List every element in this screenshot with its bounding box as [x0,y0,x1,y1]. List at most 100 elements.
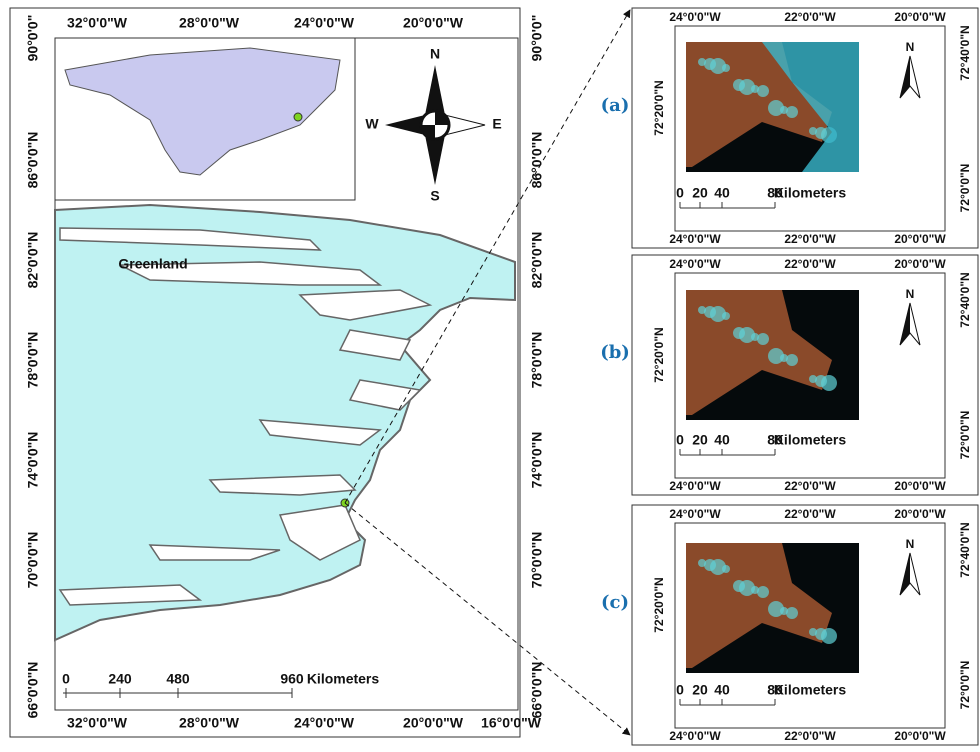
panel-scale-label: 40 [714,682,730,698]
panel-left-label: 72°20'0"N [652,80,666,135]
panel-label: (b) [600,342,630,363]
panel-right-label: 72°40'0"N [958,522,972,577]
bottom-coordinate-label: 24°0'0"W [294,715,355,731]
north-arrow-half [900,303,910,345]
ice-patch [786,106,798,118]
panel-bottom-label: 24°0'0"W [669,729,721,743]
panel-top-label: 24°0'0"W [669,507,721,521]
scale-label: 480 [166,671,190,687]
left-coordinate-label: 70°0'0"N [25,532,41,589]
panel-top-label: 22°0'0"W [784,507,836,521]
left-coordinate-label: 86°0'0"N [25,132,41,189]
top-coordinate-label: 20°0'0"W [403,15,464,31]
ice-patch [768,348,784,364]
bottom-coordinate-label: 32°0'0"W [67,715,128,731]
ice-patch [710,306,726,322]
panel-scale-label: 0 [676,185,684,201]
left-coordinate-label: 78°0'0"N [25,332,41,389]
panel-top-label: 20°0'0"W [894,257,946,271]
top-coordinate-label: 28°0'0"W [179,15,240,31]
scale-label: 0 [62,671,70,687]
land-surface [686,290,832,415]
ice-patch [768,601,784,617]
panel-scale-label: 40 [714,432,730,448]
land-surface [686,543,832,668]
right-coordinate-label: 90°0'0" [529,15,545,62]
ice-patch [757,333,769,345]
panel-scale-unit: Kilometers [774,185,847,201]
panel-scale-label: 40 [714,185,730,201]
bottom-coordinate-label: 28°0'0"W [179,715,240,731]
ice-patch [722,565,730,573]
panel-scale-label: 20 [692,432,708,448]
ice-patch [768,100,784,116]
ice-patch [757,85,769,97]
scale-label: 960 [280,671,304,687]
panel-bottom-label: 20°0'0"W [894,479,946,493]
compass-west: W [365,116,379,132]
bottom-coordinate-label: 20°0'0"W [403,715,464,731]
water [762,42,859,172]
ice-patch [722,312,730,320]
left-coordinate-label: 82°0'0"N [25,232,41,289]
panel-label: (c) [601,592,629,613]
panel-bottom-label: 22°0'0"W [784,232,836,246]
panel-bottom-label: 24°0'0"W [669,232,721,246]
right-coordinate-label: 66°0'0"N [529,662,545,719]
top-coordinate-label: 24°0'0"W [294,15,355,31]
panel-bottom-label: 22°0'0"W [784,729,836,743]
panel-bottom-label: 24°0'0"W [669,479,721,493]
main-map [9,7,521,738]
ice-patch [722,64,730,72]
ice-patch [739,580,755,596]
panel-scale-label: 80 [767,682,783,698]
panel-scale-label: 0 [676,682,684,698]
panel-right-label: 72°0'0"N [958,411,972,460]
panel-bottom-label: 20°0'0"W [894,232,946,246]
bottom-coordinate-label: 16°0'0"W [481,715,542,731]
place-label: Greenland [118,256,187,272]
compass-east: E [492,116,501,132]
fjords [58,227,433,606]
panel-bottom-label: 22°0'0"W [784,479,836,493]
panel-left-label: 72°20'0"N [652,577,666,632]
north-arrow-half [900,56,910,98]
ice-patch [786,607,798,619]
panel-scale-label: 20 [692,682,708,698]
panel-top-label: 24°0'0"W [669,257,721,271]
panel-scale-label: 80 [767,185,783,201]
left-coordinate-label: 90°0'0" [25,15,41,62]
top-coordinate-label: 32°0'0"W [67,15,128,31]
left-coordinate-label: 74°0'0"N [25,432,41,489]
ice-patch [710,58,726,74]
land-surface [686,42,832,167]
ice-patch [710,559,726,575]
panel-label: (a) [601,95,630,116]
panel-top-label: 22°0'0"W [784,10,836,24]
ice-patch [739,79,755,95]
inset-greenland [64,47,341,176]
left-coordinate-label: 66°0'0"N [25,662,41,719]
north-label: N [906,40,915,54]
panel-right-label: 72°40'0"N [958,25,972,80]
panel-scale-unit: Kilometers [774,432,847,448]
panel-top-label: 24°0'0"W [669,10,721,24]
panel-bottom-label: 20°0'0"W [894,729,946,743]
panel-right-label: 72°40'0"N [958,272,972,327]
scale-label: 240 [108,671,132,687]
panel-scale-label: 20 [692,185,708,201]
compass-north: N [430,46,440,62]
right-coordinate-label: 70°0'0"N [529,532,545,589]
right-coordinate-label: 86°0'0"N [529,132,545,189]
compass-south: S [430,188,439,204]
ice-patch [757,586,769,598]
panel-scale-unit: Kilometers [774,682,847,698]
ice-patch [786,354,798,366]
ice-patch [739,327,755,343]
ice-patch [821,375,837,391]
right-coordinate-label: 78°0'0"N [529,332,545,389]
panel-scale-label: 80 [767,432,783,448]
panel-top-label: 20°0'0"W [894,10,946,24]
